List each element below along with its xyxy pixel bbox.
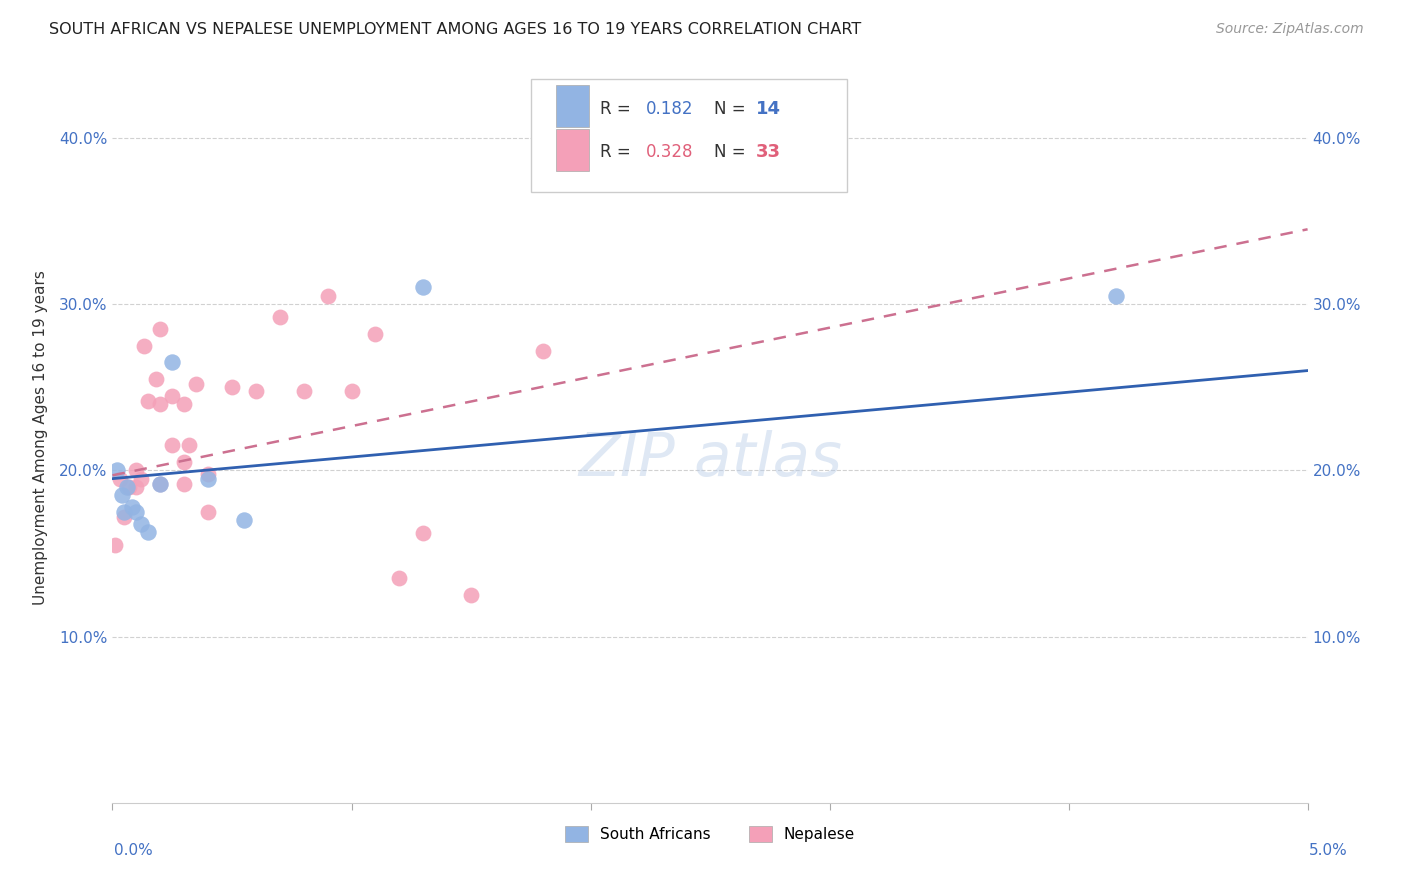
Text: N =: N =: [714, 101, 751, 119]
Text: SOUTH AFRICAN VS NEPALESE UNEMPLOYMENT AMONG AGES 16 TO 19 YEARS CORRELATION CHA: SOUTH AFRICAN VS NEPALESE UNEMPLOYMENT A…: [49, 22, 862, 37]
Point: [177, 438, 200, 452]
Point: [173, 455, 195, 469]
Text: Source: ZipAtlas.com: Source: ZipAtlas.com: [1216, 22, 1364, 37]
Text: ZIP atlas: ZIP atlas: [578, 430, 842, 489]
Point: [138, 524, 160, 539]
Text: 33: 33: [755, 143, 780, 161]
Legend: South Africans, Nepalese: South Africans, Nepalese: [557, 819, 863, 850]
Point: [186, 376, 208, 391]
Point: [1105, 289, 1128, 303]
FancyBboxPatch shape: [555, 86, 589, 127]
Text: 0.0%: 0.0%: [114, 843, 153, 858]
Point: [162, 355, 183, 369]
Point: [114, 509, 135, 524]
Point: [221, 380, 243, 394]
FancyBboxPatch shape: [531, 78, 848, 192]
Text: 0.328: 0.328: [645, 143, 693, 161]
Text: 5.0%: 5.0%: [1309, 843, 1348, 858]
Text: R =: R =: [600, 143, 636, 161]
Point: [412, 280, 434, 294]
Point: [173, 476, 195, 491]
Point: [197, 505, 219, 519]
Point: [197, 472, 219, 486]
Point: [364, 326, 387, 341]
Point: [173, 397, 195, 411]
Text: R =: R =: [600, 101, 636, 119]
Point: [105, 463, 128, 477]
Text: 0.182: 0.182: [645, 101, 693, 119]
FancyBboxPatch shape: [555, 129, 589, 171]
Point: [108, 472, 131, 486]
Point: [149, 476, 172, 491]
Point: [149, 322, 172, 336]
Point: [129, 472, 152, 486]
Point: [269, 310, 291, 325]
Point: [125, 505, 148, 519]
Point: [460, 588, 482, 602]
Y-axis label: Unemployment Among Ages 16 to 19 years: Unemployment Among Ages 16 to 19 years: [32, 269, 48, 605]
Point: [118, 480, 141, 494]
Point: [245, 384, 267, 398]
Point: [340, 384, 363, 398]
Point: [138, 393, 160, 408]
Point: [104, 538, 127, 552]
Point: [149, 397, 172, 411]
Point: [412, 526, 434, 541]
Point: [121, 500, 143, 514]
Point: [162, 438, 183, 452]
Point: [316, 289, 339, 303]
Point: [125, 463, 148, 477]
Text: N =: N =: [714, 143, 751, 161]
Point: [197, 467, 219, 481]
Point: [388, 571, 411, 585]
Point: [162, 388, 183, 402]
Point: [149, 476, 172, 491]
Point: [114, 505, 135, 519]
Point: [129, 516, 152, 531]
Point: [292, 384, 315, 398]
Point: [132, 338, 155, 352]
Point: [531, 343, 554, 358]
Point: [111, 488, 134, 502]
Point: [233, 513, 256, 527]
Point: [115, 480, 138, 494]
Point: [145, 372, 167, 386]
Text: 14: 14: [755, 101, 780, 119]
Point: [125, 480, 148, 494]
